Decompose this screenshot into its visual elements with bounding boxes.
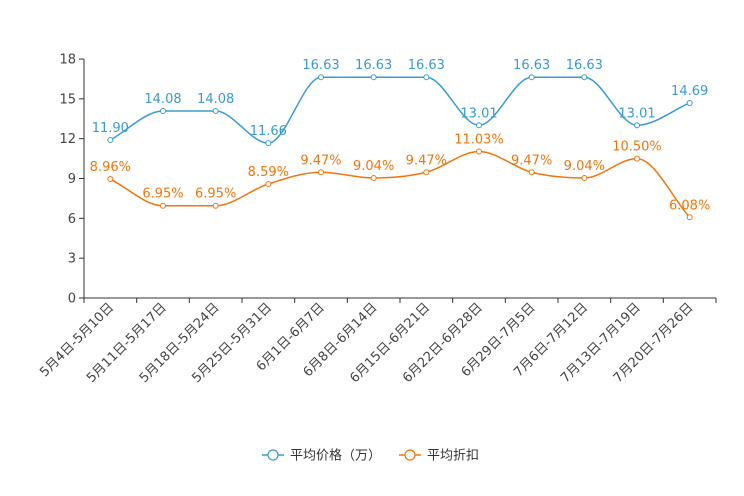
legend: 平均价格（万） 平均折扣 — [262, 448, 479, 464]
y-tick-label: 12 — [59, 132, 76, 147]
data-label: 9.47% — [406, 153, 447, 168]
data-point — [318, 169, 324, 176]
data-label: 14.08 — [144, 92, 181, 107]
data-point — [634, 122, 640, 129]
data-point — [107, 176, 114, 183]
data-point — [581, 174, 588, 181]
legend-label: 平均价格（万） — [290, 448, 381, 464]
data-label: 9.47% — [511, 153, 552, 168]
y-tick-label: 18 — [59, 53, 76, 68]
data-point — [370, 74, 377, 81]
data-point — [370, 174, 377, 181]
data-label: 13.01 — [618, 106, 655, 121]
data-point — [265, 180, 272, 187]
data-point — [528, 74, 535, 81]
data-point — [686, 99, 693, 106]
data-label: 9.04% — [353, 159, 394, 174]
series-layer: 11.90 14.08 14.08 11.66 16.63 16.63 16.63 13.01… — [90, 58, 710, 221]
data-label: 11.66 — [250, 124, 287, 139]
data-point — [686, 214, 693, 221]
data-point — [160, 202, 166, 209]
legend-swatch-marker — [267, 449, 279, 461]
data-label: 16.63 — [302, 58, 339, 73]
data-label: 16.63 — [355, 58, 392, 73]
data-point — [160, 108, 166, 115]
legend-swatch-marker — [404, 449, 416, 461]
data-label: 13.01 — [460, 106, 497, 121]
data-point — [476, 122, 482, 129]
data-point — [265, 140, 272, 147]
y-tick-label: 0 — [68, 292, 76, 307]
data-label: 6.08% — [669, 198, 710, 213]
data-point — [212, 108, 219, 115]
data-point — [528, 169, 535, 176]
data-label: 11.03% — [454, 133, 504, 148]
data-label: 6.95% — [195, 187, 236, 202]
data-label: 9.04% — [564, 159, 605, 174]
data-point — [212, 202, 219, 209]
data-point — [634, 155, 640, 162]
data-label: 6.95% — [142, 187, 183, 202]
y-tick-label: 3 — [68, 252, 76, 267]
data-label: 8.96% — [90, 160, 131, 175]
axes: 03691215185月4日-5月10日5月11日-5月17日5月18日-5月2… — [37, 53, 717, 386]
data-point — [423, 169, 430, 176]
data-label: 10.50% — [612, 140, 662, 155]
data-label: 16.63 — [408, 58, 445, 73]
data-label: 16.63 — [566, 58, 603, 73]
data-point — [107, 136, 114, 143]
y-tick-label: 9 — [68, 172, 76, 187]
series-line-0 — [109, 76, 690, 144]
data-label: 9.47% — [300, 153, 341, 168]
data-point — [581, 74, 588, 81]
data-label: 16.63 — [513, 58, 550, 73]
data-label: 11.90 — [92, 121, 129, 136]
data-point — [318, 74, 324, 81]
data-label: 8.59% — [248, 165, 289, 180]
data-point — [476, 148, 482, 155]
y-tick-label: 15 — [59, 92, 76, 107]
data-label: 14.08 — [197, 92, 234, 107]
y-tick-label: 6 — [68, 212, 76, 227]
data-point — [423, 74, 430, 81]
legend-label: 平均折扣 — [427, 449, 479, 464]
data-label: 14.69 — [671, 84, 708, 99]
